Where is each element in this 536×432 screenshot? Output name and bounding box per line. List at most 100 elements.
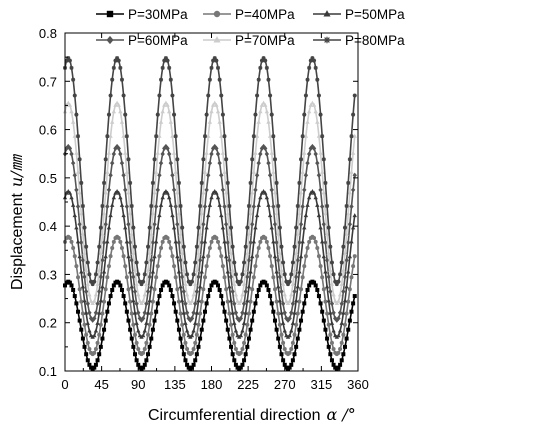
data-point (248, 180, 253, 185)
data-point (269, 264, 274, 269)
data-point (194, 288, 200, 295)
data-point (92, 298, 97, 303)
data-point (219, 93, 224, 98)
data-point (216, 239, 221, 244)
data-point (189, 350, 194, 355)
data-point (90, 301, 95, 305)
data-point (255, 294, 260, 299)
data-point (180, 225, 185, 230)
data-point (80, 231, 86, 236)
data-point (325, 336, 330, 341)
data-point (119, 160, 125, 166)
data-point (214, 102, 219, 107)
data-point (289, 347, 294, 352)
data-point (202, 169, 208, 174)
data-point (235, 279, 240, 284)
data-point (82, 250, 87, 255)
data-point (212, 143, 217, 150)
data-point (64, 58, 69, 63)
legend-label: P=30MPa (128, 7, 188, 22)
data-point (80, 311, 85, 316)
data-point (209, 65, 214, 70)
data-point (305, 119, 310, 124)
data-point (223, 254, 229, 259)
data-point (80, 204, 85, 209)
data-point (279, 244, 284, 249)
data-point (272, 221, 278, 227)
data-point (303, 213, 309, 218)
data-point (180, 322, 185, 327)
data-point (334, 282, 339, 287)
data-point (165, 280, 170, 285)
data-point (207, 119, 213, 124)
data-point (103, 287, 108, 292)
data-point (74, 112, 79, 117)
data-point (66, 100, 71, 105)
data-point (303, 93, 308, 98)
data-point (139, 301, 144, 305)
data-point (77, 254, 82, 259)
data-point (347, 157, 352, 162)
data-point (336, 279, 341, 284)
data-point (191, 272, 196, 277)
data-point (214, 58, 219, 63)
data-point (132, 352, 137, 357)
data-point (294, 322, 299, 327)
data-point (224, 318, 229, 323)
legend-item: P=70MPa (203, 33, 295, 48)
data-point (124, 239, 130, 244)
data-point (136, 292, 141, 297)
data-point (329, 281, 335, 286)
data-point (339, 340, 344, 345)
data-point (255, 254, 260, 259)
data-point (124, 134, 129, 139)
data-point (346, 211, 351, 216)
data-point (233, 292, 239, 297)
series-P=70MPa (62, 100, 357, 305)
legend-label: P=70MPa (235, 33, 295, 48)
data-point (331, 347, 336, 352)
data-point (204, 150, 209, 155)
data-point (79, 239, 84, 246)
data-point (243, 332, 248, 337)
data-point (106, 150, 112, 155)
data-point (233, 347, 238, 352)
data-point (199, 211, 204, 216)
data-point (246, 231, 252, 236)
data-point (75, 203, 81, 210)
data-point (352, 133, 357, 138)
data-point (233, 272, 238, 277)
data-point (146, 352, 151, 357)
data-point (100, 336, 105, 341)
data-point (341, 244, 346, 249)
data-point (105, 134, 110, 139)
data-point (220, 225, 226, 230)
data-point (225, 327, 230, 332)
data-point (102, 327, 107, 332)
data-point (323, 211, 328, 216)
data-point (154, 134, 159, 139)
data-point (183, 260, 188, 265)
data-point (321, 254, 327, 259)
data-point (132, 244, 137, 249)
data-point (142, 328, 147, 333)
data-point (191, 310, 196, 316)
data-point (293, 274, 299, 280)
data-point (142, 347, 147, 352)
data-point (256, 160, 261, 166)
data-point (271, 275, 276, 280)
data-point (75, 169, 81, 174)
data-point (337, 292, 343, 297)
data-point (328, 267, 333, 272)
data-point (129, 204, 134, 209)
data-point (255, 93, 260, 98)
data-point (145, 288, 151, 295)
data-point (313, 239, 318, 244)
data-point (302, 187, 307, 193)
data-point (85, 340, 90, 345)
data-point (71, 287, 76, 292)
data-point (110, 202, 115, 207)
data-point (258, 195, 263, 200)
data-point (96, 310, 102, 315)
data-point (300, 203, 305, 210)
